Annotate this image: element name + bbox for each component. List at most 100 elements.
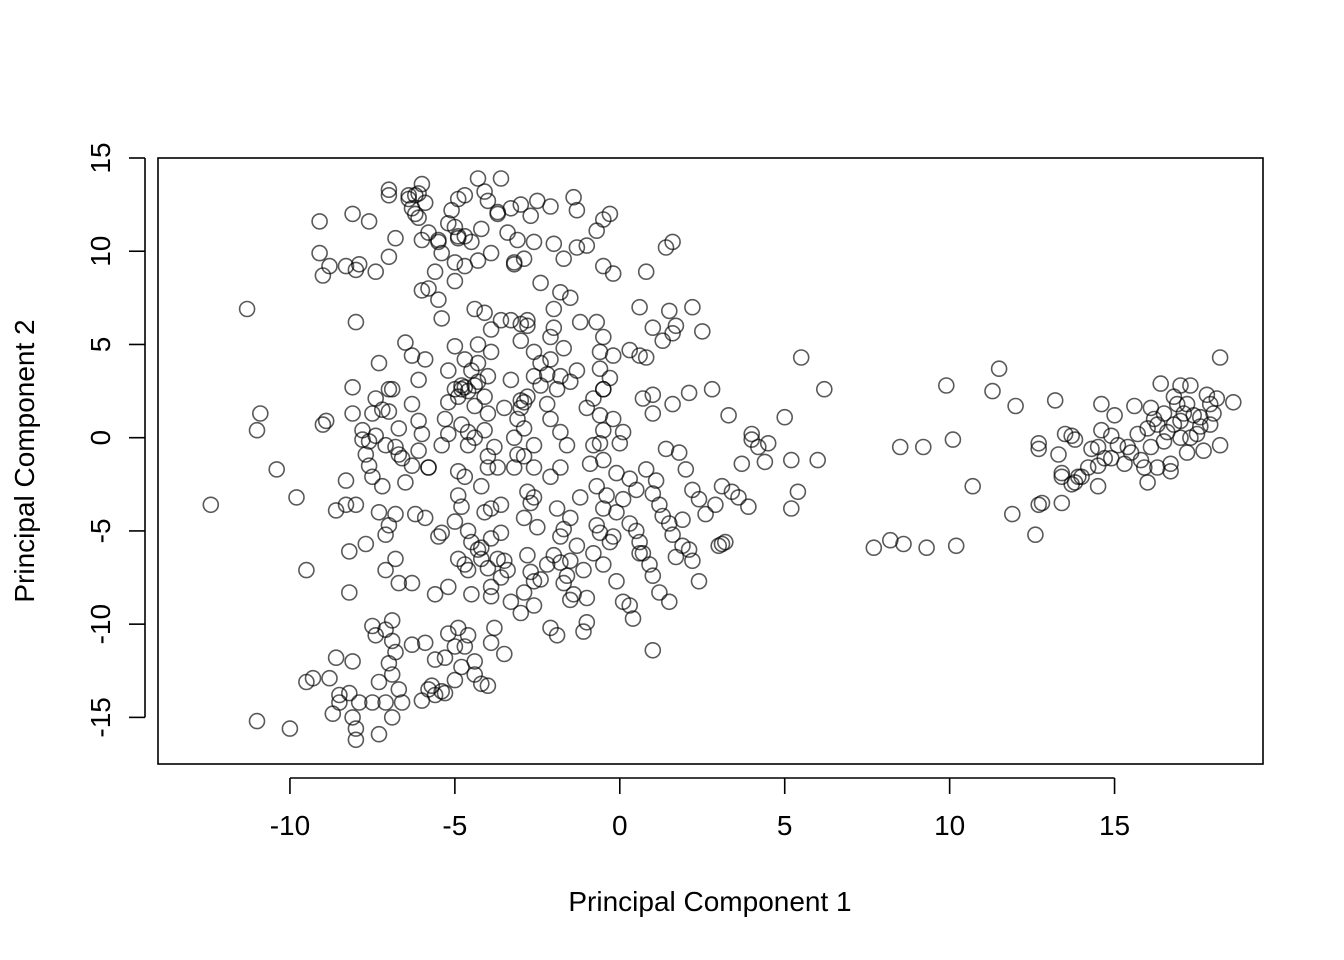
- data-point: [413, 175, 431, 193]
- data-point: [588, 222, 606, 239]
- data-point: [469, 541, 487, 558]
- data-point: [637, 461, 655, 478]
- data-point: [502, 593, 520, 611]
- data-point: [403, 395, 421, 413]
- data-point: [505, 459, 523, 476]
- data-point: [657, 239, 675, 256]
- data-point: [449, 462, 467, 480]
- data-point: [344, 378, 361, 396]
- data-point: [380, 248, 398, 266]
- data-point: [578, 399, 596, 417]
- data-point: [482, 321, 500, 338]
- data-point: [479, 367, 497, 385]
- data-point: [1116, 455, 1133, 473]
- data-point: [538, 395, 556, 413]
- data-point: [512, 332, 530, 350]
- data-point: [542, 468, 559, 486]
- data-point: [410, 185, 427, 202]
- data-point: [631, 298, 648, 316]
- x-tick-label: -10: [270, 810, 310, 841]
- data-point: [568, 239, 586, 256]
- y-tick-label: 0: [85, 430, 116, 446]
- data-point: [552, 283, 569, 301]
- y-tick-label: -10: [85, 604, 116, 644]
- data-point: [1195, 442, 1212, 460]
- data-point: [542, 328, 559, 346]
- data-point: [377, 694, 394, 711]
- data-point: [591, 434, 609, 452]
- data-point: [690, 490, 708, 508]
- data-point: [604, 347, 622, 364]
- data-point: [340, 584, 358, 601]
- data-point: [469, 252, 487, 269]
- data-point: [637, 263, 655, 281]
- data-point: [1198, 386, 1216, 404]
- data-point: [337, 257, 355, 275]
- data-point: [528, 518, 546, 536]
- data-point: [730, 489, 747, 506]
- data-point: [314, 416, 332, 433]
- y-tick-label: 10: [85, 236, 116, 267]
- data-point: [733, 455, 751, 473]
- data-point: [482, 578, 500, 596]
- data-point: [568, 362, 586, 379]
- data-point: [782, 451, 800, 469]
- data-point: [367, 427, 385, 445]
- data-point: [370, 503, 388, 521]
- data-point: [476, 183, 493, 200]
- data-point: [608, 503, 625, 521]
- data-point: [459, 522, 477, 540]
- data-point: [1159, 423, 1176, 441]
- data-point: [631, 347, 648, 364]
- data-point: [1063, 427, 1080, 445]
- data-point: [644, 485, 662, 502]
- data-point: [489, 203, 507, 221]
- data-point: [492, 496, 510, 514]
- data-point: [298, 561, 315, 579]
- data-point: [947, 537, 965, 555]
- data-point: [495, 645, 513, 663]
- data-point: [416, 634, 434, 652]
- data-point: [367, 390, 385, 407]
- data-point: [472, 220, 490, 238]
- data-point: [380, 403, 398, 420]
- data-point: [469, 170, 487, 187]
- data-point: [347, 731, 365, 749]
- data-point: [552, 367, 569, 385]
- data-point: [1178, 444, 1196, 461]
- data-point: [585, 544, 602, 562]
- data-point: [627, 481, 645, 499]
- data-point: [469, 354, 487, 372]
- data-point: [370, 725, 388, 743]
- data-point: [390, 446, 408, 463]
- data-point: [555, 520, 573, 538]
- data-point: [347, 313, 365, 331]
- data-point: [542, 198, 559, 215]
- data-point: [453, 498, 470, 516]
- data-point: [446, 671, 464, 689]
- data-point: [344, 653, 361, 670]
- data-point: [512, 392, 530, 409]
- data-point: [1109, 436, 1127, 454]
- data-point: [1033, 494, 1051, 512]
- data-point: [865, 539, 883, 557]
- data-point: [383, 666, 401, 683]
- plot-frame: [157, 157, 1264, 765]
- data-point: [248, 421, 266, 439]
- data-point: [393, 694, 411, 711]
- data-point: [594, 556, 612, 573]
- data-point: [383, 380, 401, 398]
- data-point: [548, 380, 566, 398]
- data-point: [476, 503, 493, 521]
- data-point: [327, 502, 345, 519]
- data-point: [525, 597, 543, 614]
- data-point: [426, 651, 444, 668]
- data-point: [413, 692, 431, 709]
- data-point: [548, 626, 566, 644]
- data-point: [1178, 395, 1196, 413]
- data-point: [565, 188, 582, 206]
- data-point: [347, 496, 365, 514]
- data-point: [1056, 425, 1074, 443]
- data-point: [891, 438, 909, 456]
- data-point: [690, 572, 708, 590]
